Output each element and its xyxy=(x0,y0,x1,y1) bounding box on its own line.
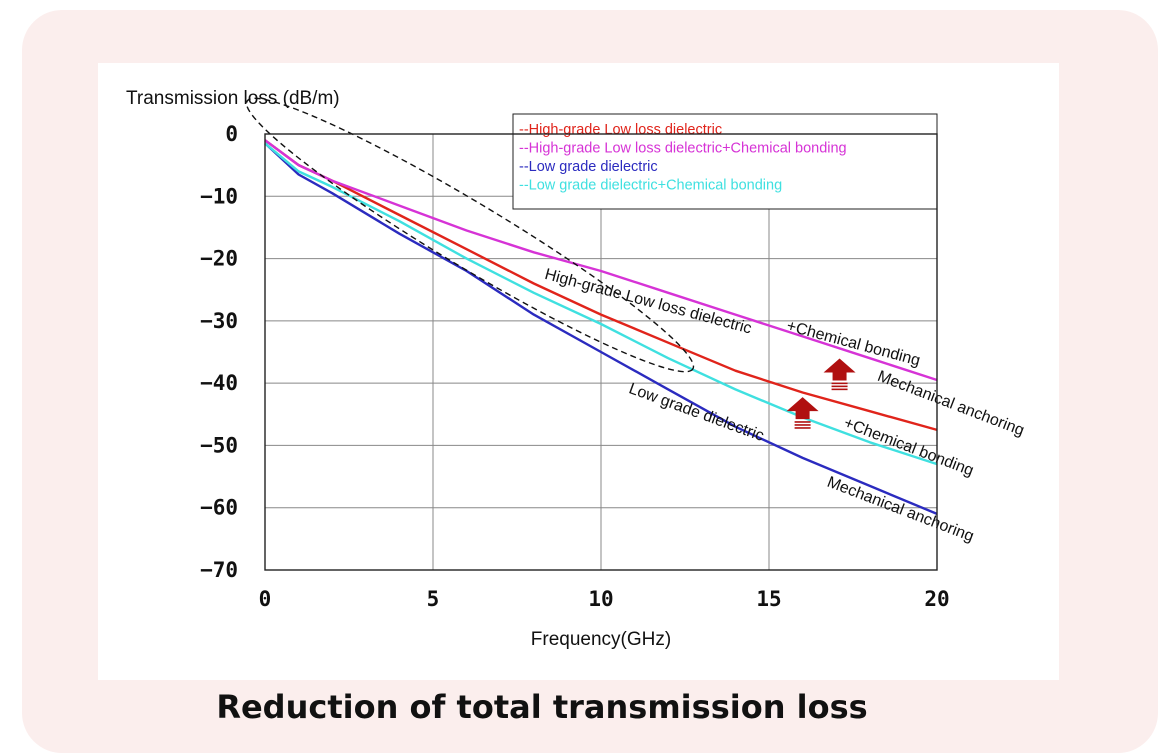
annotation-label: +Chemical bonding xyxy=(785,318,922,370)
legend-entry: --High-grade Low loss dielectric xyxy=(519,122,722,138)
y-tick-label: −30 xyxy=(200,309,238,333)
series-line-4 xyxy=(264,142,938,466)
legend: --High-grade Low loss dielectric --High-g… xyxy=(512,113,938,210)
arrow-stripe xyxy=(831,388,848,391)
arrow-stripe xyxy=(794,427,811,429)
up-arrow-icon xyxy=(823,358,856,381)
y-axis-label: Transmission loss (dB/m) xyxy=(126,88,340,109)
series-line-2 xyxy=(264,139,938,382)
x-tick-label: 5 xyxy=(427,587,440,611)
plot-frame xyxy=(264,133,938,571)
x-tick-label: 10 xyxy=(588,587,613,611)
legend-entry: --Low grade dielectric+Chemical bonding xyxy=(519,178,782,194)
x-tick-label: 20 xyxy=(924,587,949,611)
arrow-stripe xyxy=(794,421,811,423)
y-tick-label: −20 xyxy=(200,247,238,271)
legend-box xyxy=(512,113,938,210)
y-tick-label: −40 xyxy=(200,371,238,395)
annotations: High-grade Low loss dielectric+Chemical … xyxy=(543,266,1027,545)
tick-labels: 0 5 10 15 20 0 −10 −20 −30 −40 −50 −60 −70 xyxy=(200,122,950,611)
annotation-label: Mechanical anchoring xyxy=(875,368,1026,440)
x-tick-label: 15 xyxy=(756,587,781,611)
arrow-stripe xyxy=(831,382,848,385)
y-tick-label: −50 xyxy=(200,433,238,457)
x-tick-label: 0 xyxy=(259,587,272,611)
series-lines xyxy=(264,139,938,516)
annotation-label: Low grade dielectric xyxy=(627,380,767,445)
high-grade-region-ellipse xyxy=(245,97,695,373)
y-tick-label: −10 xyxy=(200,184,238,208)
legend-entry: --Low grade dielectric xyxy=(519,159,658,175)
caption: Reduction of total transmission loss xyxy=(216,688,868,726)
y-tick-label: −70 xyxy=(200,558,238,582)
y-tick-label: −60 xyxy=(200,496,238,520)
arrow-stripe xyxy=(831,385,848,388)
y-tick-label: 0 xyxy=(225,122,238,146)
up-arrow-icon xyxy=(786,397,819,420)
annotation-label: +Chemical bonding xyxy=(841,415,975,480)
annotation-label: Mechanical anchoring xyxy=(825,474,976,546)
legend-entry: --High-grade Low loss dielectric+Chemica… xyxy=(519,141,847,157)
x-axis-label: Frequency(GHz) xyxy=(531,629,671,650)
improvement-arrows xyxy=(786,358,856,429)
arrow-stripe xyxy=(794,424,811,426)
series-line-3 xyxy=(264,142,938,516)
